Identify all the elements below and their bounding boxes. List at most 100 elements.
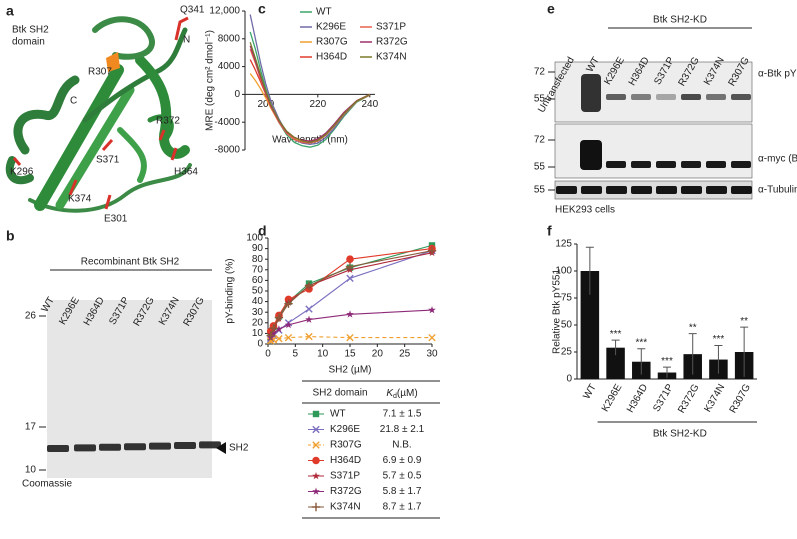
table-name: R372G	[330, 486, 362, 497]
blot-band	[706, 161, 726, 168]
blot-band	[706, 94, 726, 100]
data-point	[269, 329, 278, 337]
table-kd: N.B.	[392, 440, 411, 451]
blot-band	[631, 186, 652, 194]
data-point	[305, 305, 313, 313]
error-bar	[637, 348, 646, 375]
table-kd: 8.7 ± 1.7	[383, 502, 422, 513]
table-header: SH2 domain	[312, 388, 367, 399]
residue-label: H364	[174, 167, 198, 178]
blot-band	[606, 161, 626, 168]
x-tick-label: S371P	[651, 382, 676, 414]
table-header: Kd(µM)	[386, 388, 417, 401]
data-point	[304, 281, 314, 290]
panel-label: b	[6, 228, 15, 244]
panel-label: c	[258, 1, 266, 17]
blot-band	[606, 94, 626, 100]
blot-band	[606, 186, 627, 194]
group-label: Btk SH2-KD	[653, 429, 707, 440]
series-line	[249, 42, 371, 144]
y-tick-label: 70	[252, 264, 264, 275]
legend-label: K296E	[316, 22, 346, 33]
y-tick-label: 80	[252, 254, 264, 265]
residue-label: N	[183, 35, 190, 46]
table-name: K296E	[330, 424, 360, 435]
y-tick-label: 0	[566, 374, 572, 385]
x-tick-label: K374N	[702, 382, 727, 414]
y-tick-label: 0	[257, 339, 263, 350]
x-tick-label: 5	[293, 349, 299, 360]
x-tick-label: 20	[372, 349, 384, 360]
legend-label: R307G	[316, 37, 348, 48]
y-tick-label: 90	[252, 243, 264, 254]
significance: **	[689, 322, 697, 333]
blot-band	[681, 94, 701, 100]
y-tick-label: -4000	[214, 117, 240, 128]
mw-marker: 55	[534, 185, 546, 196]
significance: ***	[610, 329, 622, 340]
data-point	[274, 313, 284, 322]
y-tick-label: 20	[252, 317, 264, 328]
residue-label: R372	[156, 116, 180, 127]
y-tick-label: 50	[561, 320, 573, 331]
table-marker	[312, 472, 320, 480]
series-line	[270, 250, 433, 340]
y-tick-label: 8000	[218, 33, 241, 44]
significance: ***	[661, 356, 673, 367]
y-axis-label: Relative Btk pY551	[552, 269, 563, 354]
blot-band	[706, 186, 727, 194]
bar	[580, 271, 600, 379]
x-tick-label: H364D	[625, 382, 650, 414]
significance: ***	[713, 334, 725, 345]
gel-band	[74, 444, 96, 452]
blot-band	[631, 94, 651, 100]
y-axis-label: pY-binding (%)	[225, 258, 236, 323]
x-tick-label: 200	[257, 99, 274, 110]
y-tick-label: 12,000	[209, 6, 240, 17]
blot-band	[580, 140, 602, 170]
gel-band	[174, 442, 196, 449]
y-tick-label: 30	[252, 307, 264, 318]
blot-band	[581, 186, 602, 194]
data-point	[305, 332, 313, 341]
table-name: S371P	[330, 471, 360, 482]
residue-label: E301	[104, 214, 128, 225]
x-tick-label: WT	[581, 382, 598, 401]
error-bar	[663, 366, 671, 378]
y-tick-label: 10	[252, 328, 264, 339]
data-point	[427, 246, 437, 255]
data-point	[284, 333, 293, 342]
x-tick-label: 0	[265, 349, 271, 360]
gel-band	[124, 443, 146, 451]
blot-band	[681, 161, 701, 168]
blot-band	[631, 161, 651, 168]
data-point	[428, 306, 436, 314]
error-bar	[585, 246, 594, 295]
y-tick-label: 4000	[218, 61, 241, 72]
table-name: WT	[330, 409, 346, 420]
table-marker	[312, 456, 320, 465]
blot-band	[731, 186, 752, 194]
error-bar	[688, 333, 697, 375]
table-kd: 5.7 ± 0.5	[383, 471, 422, 482]
blot-band	[656, 186, 677, 194]
y-tick-label: 25	[561, 347, 573, 358]
legend-label: WT	[316, 7, 332, 18]
mw-marker: 55	[534, 94, 546, 105]
table-kd: 6.9 ± 0.9	[383, 455, 422, 466]
error-bar	[740, 326, 749, 377]
data-point	[266, 331, 275, 340]
gel-band	[47, 445, 69, 452]
x-tick-label: 240	[361, 99, 378, 110]
series-line	[249, 14, 371, 146]
y-tick-label: 75	[561, 293, 573, 304]
data-point	[345, 262, 355, 271]
y-tick-label: 60	[252, 275, 264, 286]
table-name: R307G	[330, 440, 362, 451]
legend-label: H364D	[316, 52, 347, 63]
y-axis-label: MRE (deg cm² dmol⁻¹)	[205, 30, 216, 131]
stain-label: Coomassie	[22, 479, 72, 490]
residue-label: R307	[88, 67, 112, 78]
x-tick-label: K296E	[600, 382, 625, 414]
